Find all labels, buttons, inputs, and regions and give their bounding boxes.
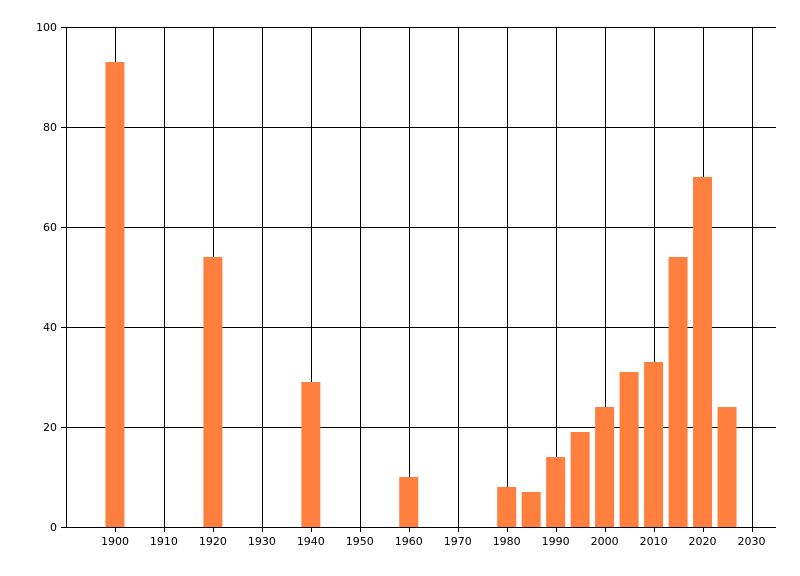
x-tick-label: 1980 bbox=[493, 535, 521, 548]
bar-1920 bbox=[203, 257, 223, 527]
y-tick-label: 0 bbox=[50, 521, 57, 534]
y-tick-label: 40 bbox=[43, 321, 57, 334]
x-tick-label: 2010 bbox=[640, 535, 668, 548]
bar-2005 bbox=[619, 372, 639, 527]
x-tick-label: 2020 bbox=[689, 535, 717, 548]
x-tick-label: 2030 bbox=[738, 535, 766, 548]
y-tick-label: 80 bbox=[43, 121, 57, 134]
bar-1980 bbox=[497, 487, 517, 527]
bar-1995 bbox=[570, 432, 590, 527]
bar-1960 bbox=[399, 477, 419, 527]
bar-1900 bbox=[105, 62, 125, 527]
y-tick-label: 20 bbox=[43, 421, 57, 434]
x-tick-label: 2000 bbox=[591, 535, 619, 548]
bar-2000 bbox=[595, 407, 615, 527]
y-tick-label: 100 bbox=[36, 21, 57, 34]
bar-1940 bbox=[301, 382, 321, 527]
bar-2010 bbox=[644, 362, 664, 527]
x-tick-label: 1950 bbox=[346, 535, 374, 548]
bar-1990 bbox=[546, 457, 566, 527]
y-tick-label: 60 bbox=[43, 221, 57, 234]
x-tick-label: 1910 bbox=[150, 535, 178, 548]
x-tick-label: 1970 bbox=[444, 535, 472, 548]
x-tick-label: 1940 bbox=[297, 535, 325, 548]
x-tick-label: 1930 bbox=[248, 535, 276, 548]
x-tick-label: 1900 bbox=[101, 535, 129, 548]
tick-labels: 0 20 40 60 80 100 1900 1910 1920 1930 1940 1950 1960… bbox=[36, 21, 766, 548]
x-tick-label: 1920 bbox=[199, 535, 227, 548]
axes bbox=[61, 27, 776, 532]
grid-lines bbox=[66, 27, 776, 528]
bar-2025 bbox=[717, 407, 737, 527]
bar-1985 bbox=[521, 492, 541, 527]
x-tick-label: 1990 bbox=[542, 535, 570, 548]
bar-2020 bbox=[693, 177, 713, 527]
bar-2015 bbox=[668, 257, 688, 527]
x-tick-label: 1960 bbox=[395, 535, 423, 548]
bars bbox=[105, 62, 737, 527]
